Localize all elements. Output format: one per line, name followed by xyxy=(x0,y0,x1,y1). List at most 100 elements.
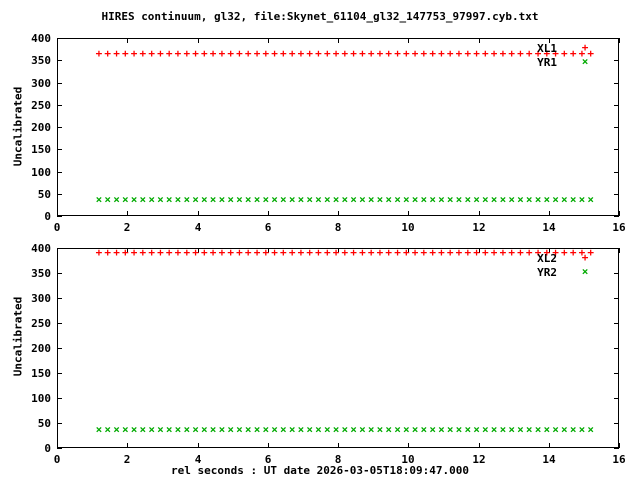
data-point-YR1: × xyxy=(499,193,507,207)
data-point-XL1: + xyxy=(227,46,234,60)
data-point-XL1: + xyxy=(499,46,507,60)
data-point-XL2: + xyxy=(271,246,278,259)
data-point-XL1: + xyxy=(130,46,138,60)
data-point-XL1: + xyxy=(482,46,489,60)
data-point-XL1: + xyxy=(201,46,208,60)
y-tick xyxy=(57,248,62,249)
data-point-XL2: + xyxy=(350,246,357,259)
data-point-YR1: × xyxy=(95,193,103,207)
data-point-YR2: × xyxy=(350,423,357,436)
data-point-XL2: + xyxy=(253,246,261,259)
data-point-YR1: × xyxy=(262,193,270,207)
data-point-YR1: × xyxy=(367,193,375,207)
x-tick-label: 0 xyxy=(53,221,61,234)
x-tick-top xyxy=(57,248,58,253)
data-point-XL2: + xyxy=(464,246,472,259)
data-point-XL2: + xyxy=(420,246,428,259)
x-tick-top xyxy=(549,248,550,253)
data-point-YR1: × xyxy=(332,193,340,207)
data-point-XL1: + xyxy=(464,46,472,60)
data-point-YR2: × xyxy=(130,423,138,436)
data-point-XL2: + xyxy=(438,246,445,259)
data-point-YR1: × xyxy=(148,193,155,207)
y-tick-label: 200 xyxy=(31,121,51,134)
data-point-YR1: × xyxy=(253,193,261,207)
data-point-XL1: + xyxy=(376,46,384,60)
data-point-XL2: + xyxy=(157,246,164,259)
y-tick xyxy=(57,105,62,106)
data-point-XL1: + xyxy=(525,46,533,60)
data-point-YR2: × xyxy=(587,423,595,436)
chart-title: HIRES continuum, gl32, file:Skynet_61104… xyxy=(101,10,539,23)
x-tick-label: 12 xyxy=(472,221,486,234)
x-tick xyxy=(479,443,480,448)
data-point-XL1: + xyxy=(104,46,112,60)
data-point-YR2: × xyxy=(315,423,322,436)
y-tick-right xyxy=(614,273,619,274)
data-point-YR2: × xyxy=(552,423,559,436)
data-point-YR2: × xyxy=(104,423,112,436)
data-point-XL1: + xyxy=(121,46,129,60)
data-point-YR2: × xyxy=(174,423,182,436)
y-tick xyxy=(57,216,62,217)
data-point-YR2: × xyxy=(517,423,524,436)
data-point-XL1: + xyxy=(323,46,331,60)
data-point-YR1: × xyxy=(534,193,542,207)
x-tick-top xyxy=(408,38,409,43)
y-tick-right xyxy=(614,323,619,324)
x-tick-top xyxy=(127,248,128,253)
y-tick-right xyxy=(614,194,619,195)
y-tick xyxy=(57,348,62,349)
data-point-YR2: × xyxy=(385,423,393,436)
data-point-XL1: + xyxy=(367,46,375,60)
data-point-YR1: × xyxy=(359,193,366,207)
data-point-YR1: × xyxy=(236,193,243,207)
data-point-XL1: + xyxy=(394,46,401,60)
data-point-YR2: × xyxy=(508,423,515,436)
data-point-YR2: × xyxy=(534,423,542,436)
data-point-YR1: × xyxy=(165,193,173,207)
data-point-YR2: × xyxy=(236,423,243,436)
data-point-YR1: × xyxy=(578,193,586,207)
data-point-XL2: + xyxy=(165,246,173,259)
data-point-YR1: × xyxy=(385,193,393,207)
data-point-YR1: × xyxy=(429,193,436,207)
data-point-XL1: + xyxy=(95,46,103,60)
data-point-YR1: × xyxy=(455,193,463,207)
data-point-YR1: × xyxy=(139,193,147,207)
data-point-YR2: × xyxy=(157,423,164,436)
x-tick xyxy=(127,211,128,216)
y-axis-label-bottom: Uncalibrated xyxy=(11,296,25,377)
data-point-YR2: × xyxy=(525,423,533,436)
data-point-YR1: × xyxy=(517,193,524,207)
y-tick-label: 0 xyxy=(44,210,51,223)
y-tick-label: 150 xyxy=(31,367,51,380)
x-tick-top xyxy=(619,38,620,43)
x-tick xyxy=(268,211,269,216)
y-tick xyxy=(57,149,62,150)
data-point-YR2: × xyxy=(561,423,568,436)
x-tick-top xyxy=(127,38,128,43)
y-tick-right xyxy=(614,149,619,150)
data-point-XL1: + xyxy=(165,46,173,60)
data-point-YR2: × xyxy=(359,423,366,436)
data-point-XL2: + xyxy=(490,246,498,259)
data-point-XL2: + xyxy=(315,246,322,259)
x-tick-label: 16 xyxy=(612,453,626,466)
x-tick-top xyxy=(198,248,199,253)
data-point-XL1: + xyxy=(271,46,278,60)
y-tick-right xyxy=(614,398,619,399)
y-tick-right xyxy=(614,423,619,424)
x-tick-label: 2 xyxy=(123,221,131,234)
data-point-XL2: + xyxy=(306,246,314,259)
data-point-YR1: × xyxy=(323,193,331,207)
data-point-XL1: + xyxy=(297,46,305,60)
data-point-XL2: + xyxy=(280,246,287,259)
x-tick xyxy=(549,211,550,216)
data-point-YR2: × xyxy=(341,423,349,436)
data-point-YR1: × xyxy=(201,193,208,207)
data-point-XL1: + xyxy=(244,46,252,60)
y-tick xyxy=(57,423,62,424)
y-tick-right xyxy=(614,172,619,173)
